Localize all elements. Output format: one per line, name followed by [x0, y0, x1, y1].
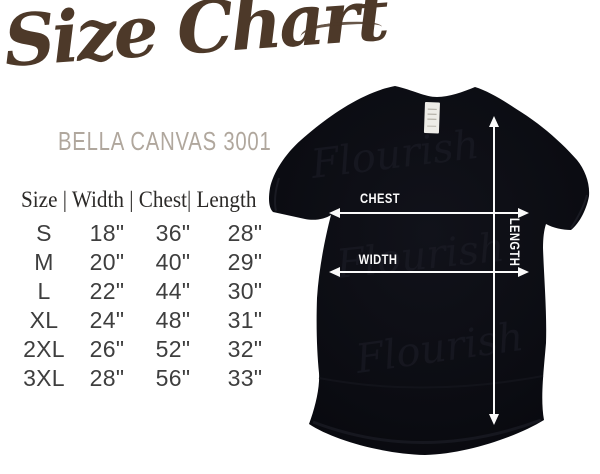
table-header: Size | Width | Chest| Length	[21, 187, 257, 212]
cell-width: 20"	[89, 249, 125, 275]
cell-length: 28"	[227, 220, 263, 246]
cell-length: 33"	[227, 365, 263, 391]
table-row: M 20" 40" 29"	[10, 248, 290, 277]
cell-length: 30"	[227, 278, 263, 304]
waist-fold	[318, 375, 544, 389]
tshirt-silhouette	[269, 86, 590, 455]
table-row: XL 24" 48" 31"	[10, 306, 290, 335]
cell-width: 26"	[89, 336, 125, 362]
table-row: 2XL 26" 52" 32"	[10, 335, 290, 364]
cell-length: 32"	[227, 336, 263, 362]
cell-chest: 40"	[155, 249, 191, 275]
cell-size: 3XL	[23, 365, 65, 391]
cell-length: 31"	[227, 307, 263, 333]
cell-chest: 44"	[155, 278, 191, 304]
cell-size: M	[34, 249, 54, 275]
page-title: Size Chart	[1, 0, 389, 83]
cell-width: 22"	[89, 278, 125, 304]
neck-tag	[423, 102, 440, 134]
cell-size: S	[36, 220, 52, 246]
cell-width: 28"	[89, 365, 125, 391]
length-label: LENGTH	[507, 218, 522, 266]
chest-measure-arrow	[329, 208, 529, 218]
width-measure-arrow	[329, 267, 529, 277]
cell-chest: 36"	[155, 220, 191, 246]
chest-label: CHEST	[360, 191, 400, 206]
subtitle: BELLA CANVAS 3001	[58, 126, 272, 156]
sleeve-seam-left	[274, 177, 280, 212]
cell-size: 2XL	[23, 336, 65, 362]
cell-chest: 52"	[155, 336, 191, 362]
table-body: S 18" 36" 28" M 20" 40" 29" L 22" 44" 30…	[10, 219, 290, 393]
width-label: WIDTH	[359, 252, 398, 267]
cell-length: 29"	[227, 249, 263, 275]
table-row: S 18" 36" 28"	[10, 219, 290, 248]
cell-size: XL	[29, 307, 59, 333]
cell-chest: 48"	[155, 307, 191, 333]
cell-width: 24"	[89, 307, 125, 333]
length-measure-arrow	[489, 116, 499, 425]
table-row: L 22" 44" 30"	[10, 277, 290, 306]
size-table: Size | Width | Chest| Length S 18" 36" 2…	[10, 186, 290, 393]
cell-chest: 56"	[155, 365, 191, 391]
cell-size: L	[37, 278, 51, 304]
tshirt-mockup: Flourish Flourish Flourish CHEST WIDTH	[269, 86, 590, 455]
sleeve-seam-right	[570, 194, 588, 229]
cell-width: 18"	[89, 220, 125, 246]
table-row: 3XL 28" 56" 33"	[10, 364, 290, 393]
hem-fold	[312, 418, 542, 444]
